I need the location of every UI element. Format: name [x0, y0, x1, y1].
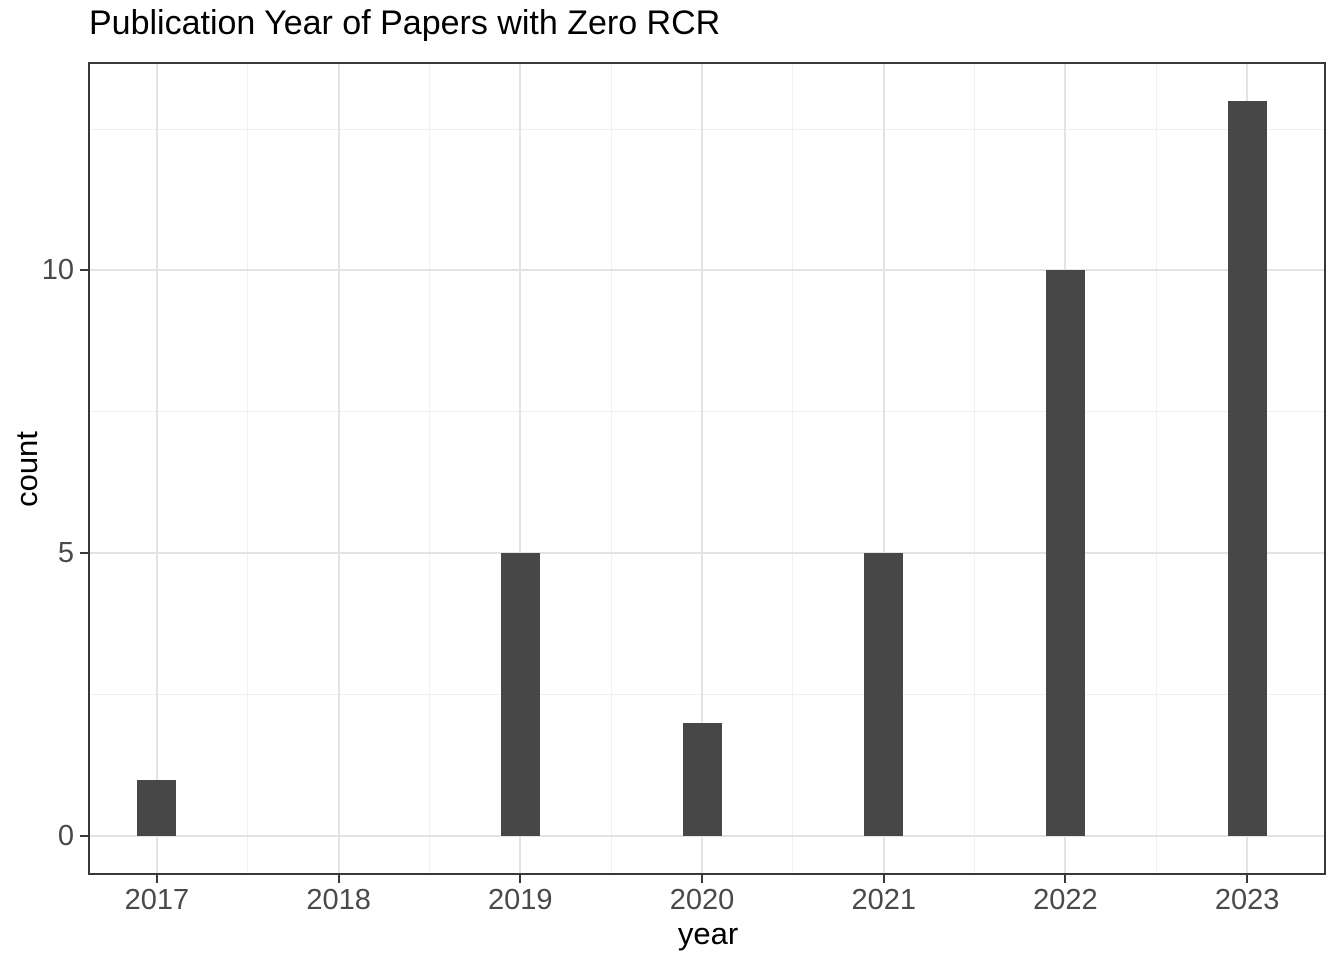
x-tick-label: 2019: [488, 884, 553, 916]
x-tick-mark: [337, 875, 340, 883]
x-tick-label: 2021: [851, 884, 916, 916]
x-tick-mark: [701, 875, 703, 883]
x-axis-title: year: [677, 916, 739, 951]
gridline-x-minor: [247, 64, 249, 873]
x-tick-mark: [1246, 875, 1249, 883]
gridline-y-minor: [90, 411, 1324, 413]
gridline-x-major: [337, 64, 340, 873]
y-tick-mark: [80, 552, 88, 555]
gridline-y-major: [90, 835, 1324, 838]
bar-2023: [1227, 100, 1267, 837]
gridline-y-major: [90, 269, 1324, 272]
x-tick-label: 2020: [669, 884, 735, 916]
plot-panel: [88, 62, 1326, 875]
y-tick-label: 0: [57, 820, 74, 853]
gridline-x-major: [882, 64, 885, 873]
x-tick-label: 2022: [1033, 884, 1098, 916]
gridline-y-minor: [90, 694, 1324, 696]
x-tick-mark: [882, 875, 885, 883]
y-tick-label: 5: [57, 537, 74, 570]
bar-2022: [1045, 270, 1085, 837]
y-tick-mark: [80, 835, 88, 838]
bar-2020: [682, 723, 722, 837]
y-tick-label: 10: [41, 254, 74, 287]
gridline-x-minor: [974, 64, 976, 873]
bar-2021: [864, 553, 904, 837]
y-tick-mark: [80, 269, 88, 272]
y-axis-title: count: [9, 431, 44, 507]
bar-2017: [137, 779, 177, 837]
x-tick-mark: [1064, 875, 1067, 883]
gridline-x-minor: [610, 64, 612, 873]
gridline-y-minor: [90, 128, 1324, 130]
gridline-x-major: [701, 64, 703, 873]
gridline-x-minor: [792, 64, 794, 873]
gridline-x-minor: [1155, 64, 1157, 873]
gridline-y-major: [90, 552, 1324, 555]
x-tick-mark: [519, 875, 522, 883]
chart-title: Publication Year of Papers with Zero RCR: [89, 4, 721, 42]
x-tick-mark: [155, 875, 158, 883]
gridline-x-major: [155, 64, 158, 873]
gridline-x-minor: [428, 64, 430, 873]
bar-2019: [500, 553, 540, 837]
x-tick-label: 2017: [124, 884, 190, 916]
gridline-x-major: [519, 64, 522, 873]
x-tick-label: 2023: [1214, 884, 1280, 916]
x-tick-label: 2018: [306, 884, 371, 916]
